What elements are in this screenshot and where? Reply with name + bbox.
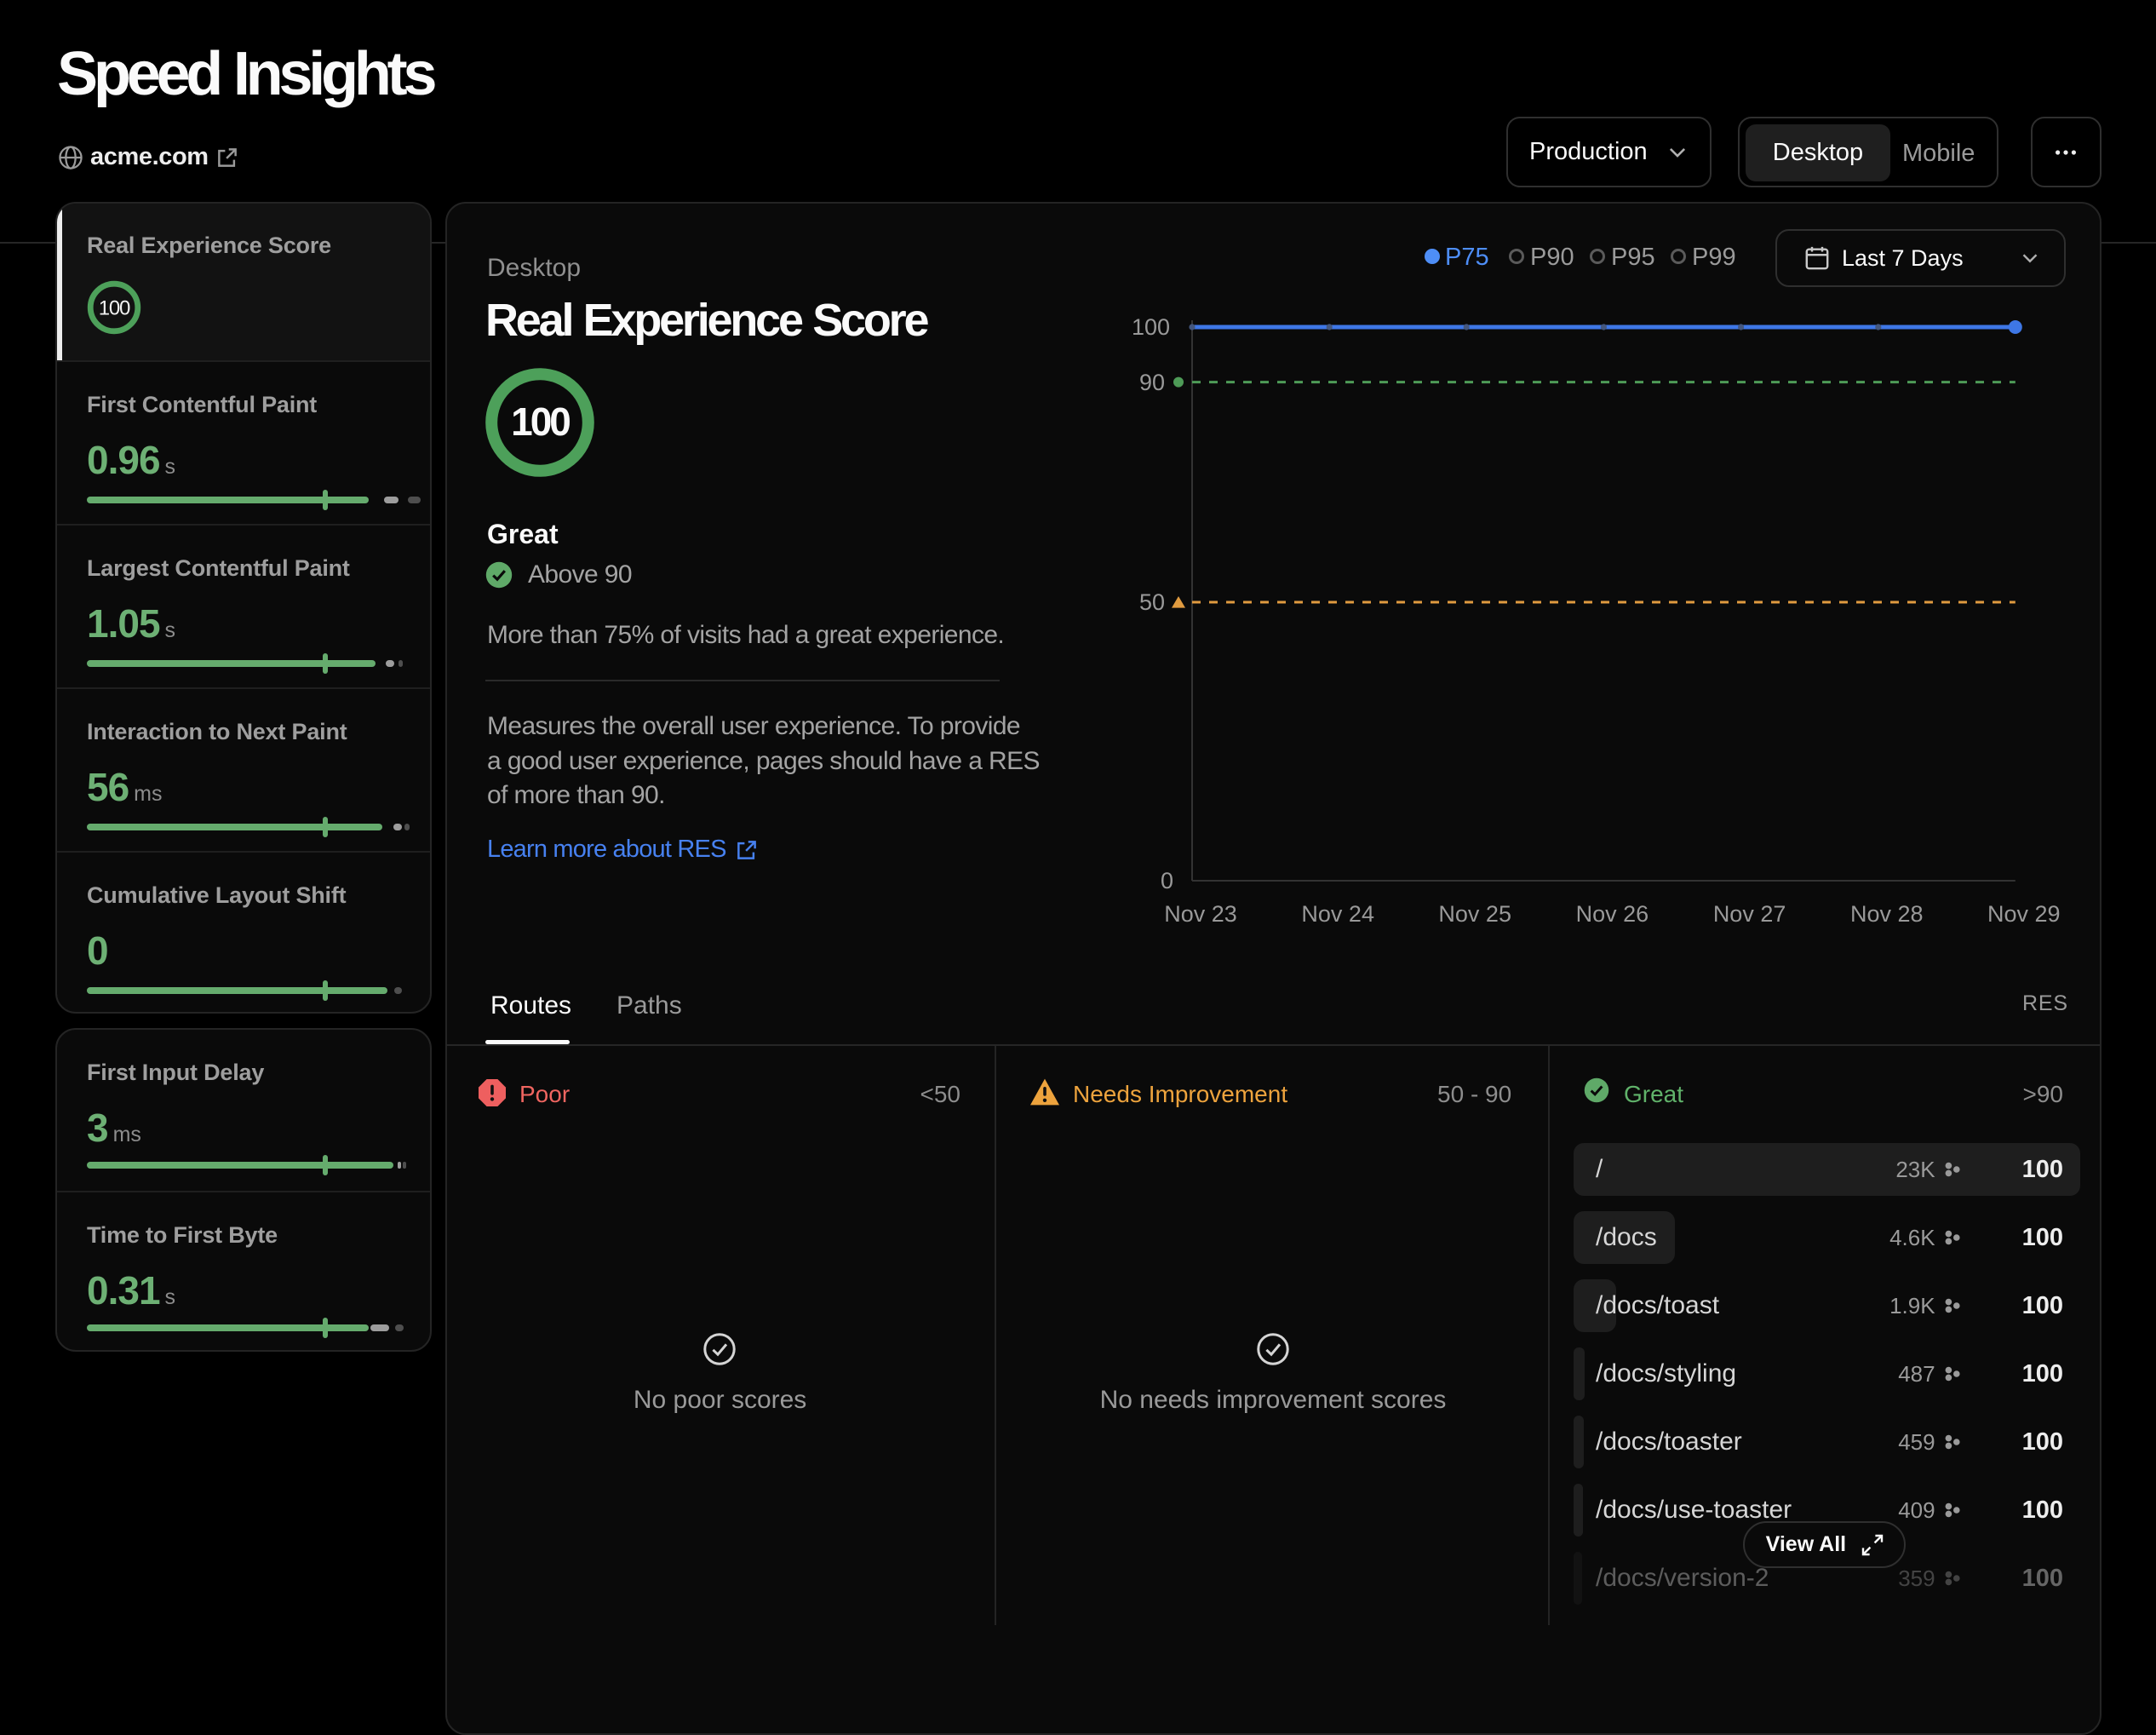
svg-text:Nov 29: Nov 29 — [1987, 901, 2061, 927]
svg-text:Nov 25: Nov 25 — [1438, 901, 1511, 927]
svg-text:90: 90 — [1139, 370, 1165, 395]
svg-text:100: 100 — [99, 296, 130, 319]
svg-text:Nov 24: Nov 24 — [1301, 901, 1374, 927]
svg-text:100: 100 — [511, 399, 570, 444]
svg-text:Nov 28: Nov 28 — [1850, 901, 1924, 927]
svg-text:50: 50 — [1139, 589, 1165, 615]
svg-text:100: 100 — [1132, 314, 1170, 340]
svg-text:Nov 23: Nov 23 — [1164, 901, 1237, 927]
svg-text:0: 0 — [1161, 868, 1173, 893]
svg-text:Nov 26: Nov 26 — [1576, 901, 1649, 927]
svg-text:Nov 27: Nov 27 — [1713, 901, 1786, 927]
